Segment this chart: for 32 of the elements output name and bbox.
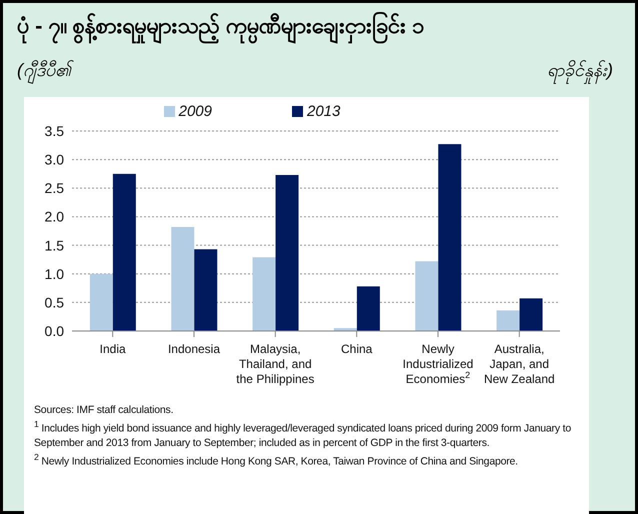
y-tick-label: 3.0: [44, 152, 64, 168]
x-tick-label: China: [340, 342, 373, 356]
bar: [194, 249, 218, 331]
y-axis-title: ရာခိုင်နှုန်း): [547, 59, 613, 85]
chart-title: ပုံ - ၇။ စွန့်စားရမှုများသည့် ကုမ္ပဏီများချေးငှားခြင်း ၁: [17, 11, 424, 44]
bar: [496, 310, 520, 331]
x-tick-label: Indonesia: [168, 342, 220, 356]
legend-label: 2013: [307, 103, 340, 120]
x-tick-label: Australia, Japan, and New Zealand: [484, 342, 555, 386]
x-tick-label: Newly Industrialized Economies$^{2}$: [402, 342, 474, 386]
bar: [252, 257, 276, 331]
y-tick-label: 1.0: [44, 266, 64, 282]
source-note: Sources: IMF staff calculations.: [34, 403, 174, 417]
y-tick-label: 2.0: [44, 208, 64, 225]
bar: [90, 274, 113, 331]
bar: [112, 174, 136, 331]
x-tick-label: Malaysia, Thailand, and the Philippines: [236, 342, 314, 386]
y-tick-label: 2.5: [44, 180, 64, 196]
y-tick-label: 3.5: [44, 122, 64, 139]
bar: [520, 298, 543, 331]
text: $^{1}$ Includes high yield bond issuance and highly leveraged/leveraged syndicated loans priced during 2009 form January to September and 2013 from January to September; included as in percent of GDP in the first 3-quarters.: [34, 418, 572, 450]
text: $^{2}$ Newly Industrialized Economies include Hong Kong SAR, Korea, Taiwan Province of China and Singapore.: [34, 450, 519, 468]
y-tick-label: 0.0: [44, 322, 64, 339]
x-tick-label: India: [100, 342, 126, 356]
bar: [276, 175, 299, 331]
bar: [171, 227, 194, 331]
legend-label: 2009: [178, 103, 212, 120]
bar: [438, 144, 462, 331]
y-tick-label: 0.5: [44, 294, 64, 310]
bar: [415, 261, 438, 331]
y-tick-label: 1.5: [44, 237, 64, 254]
bar: [356, 286, 380, 331]
